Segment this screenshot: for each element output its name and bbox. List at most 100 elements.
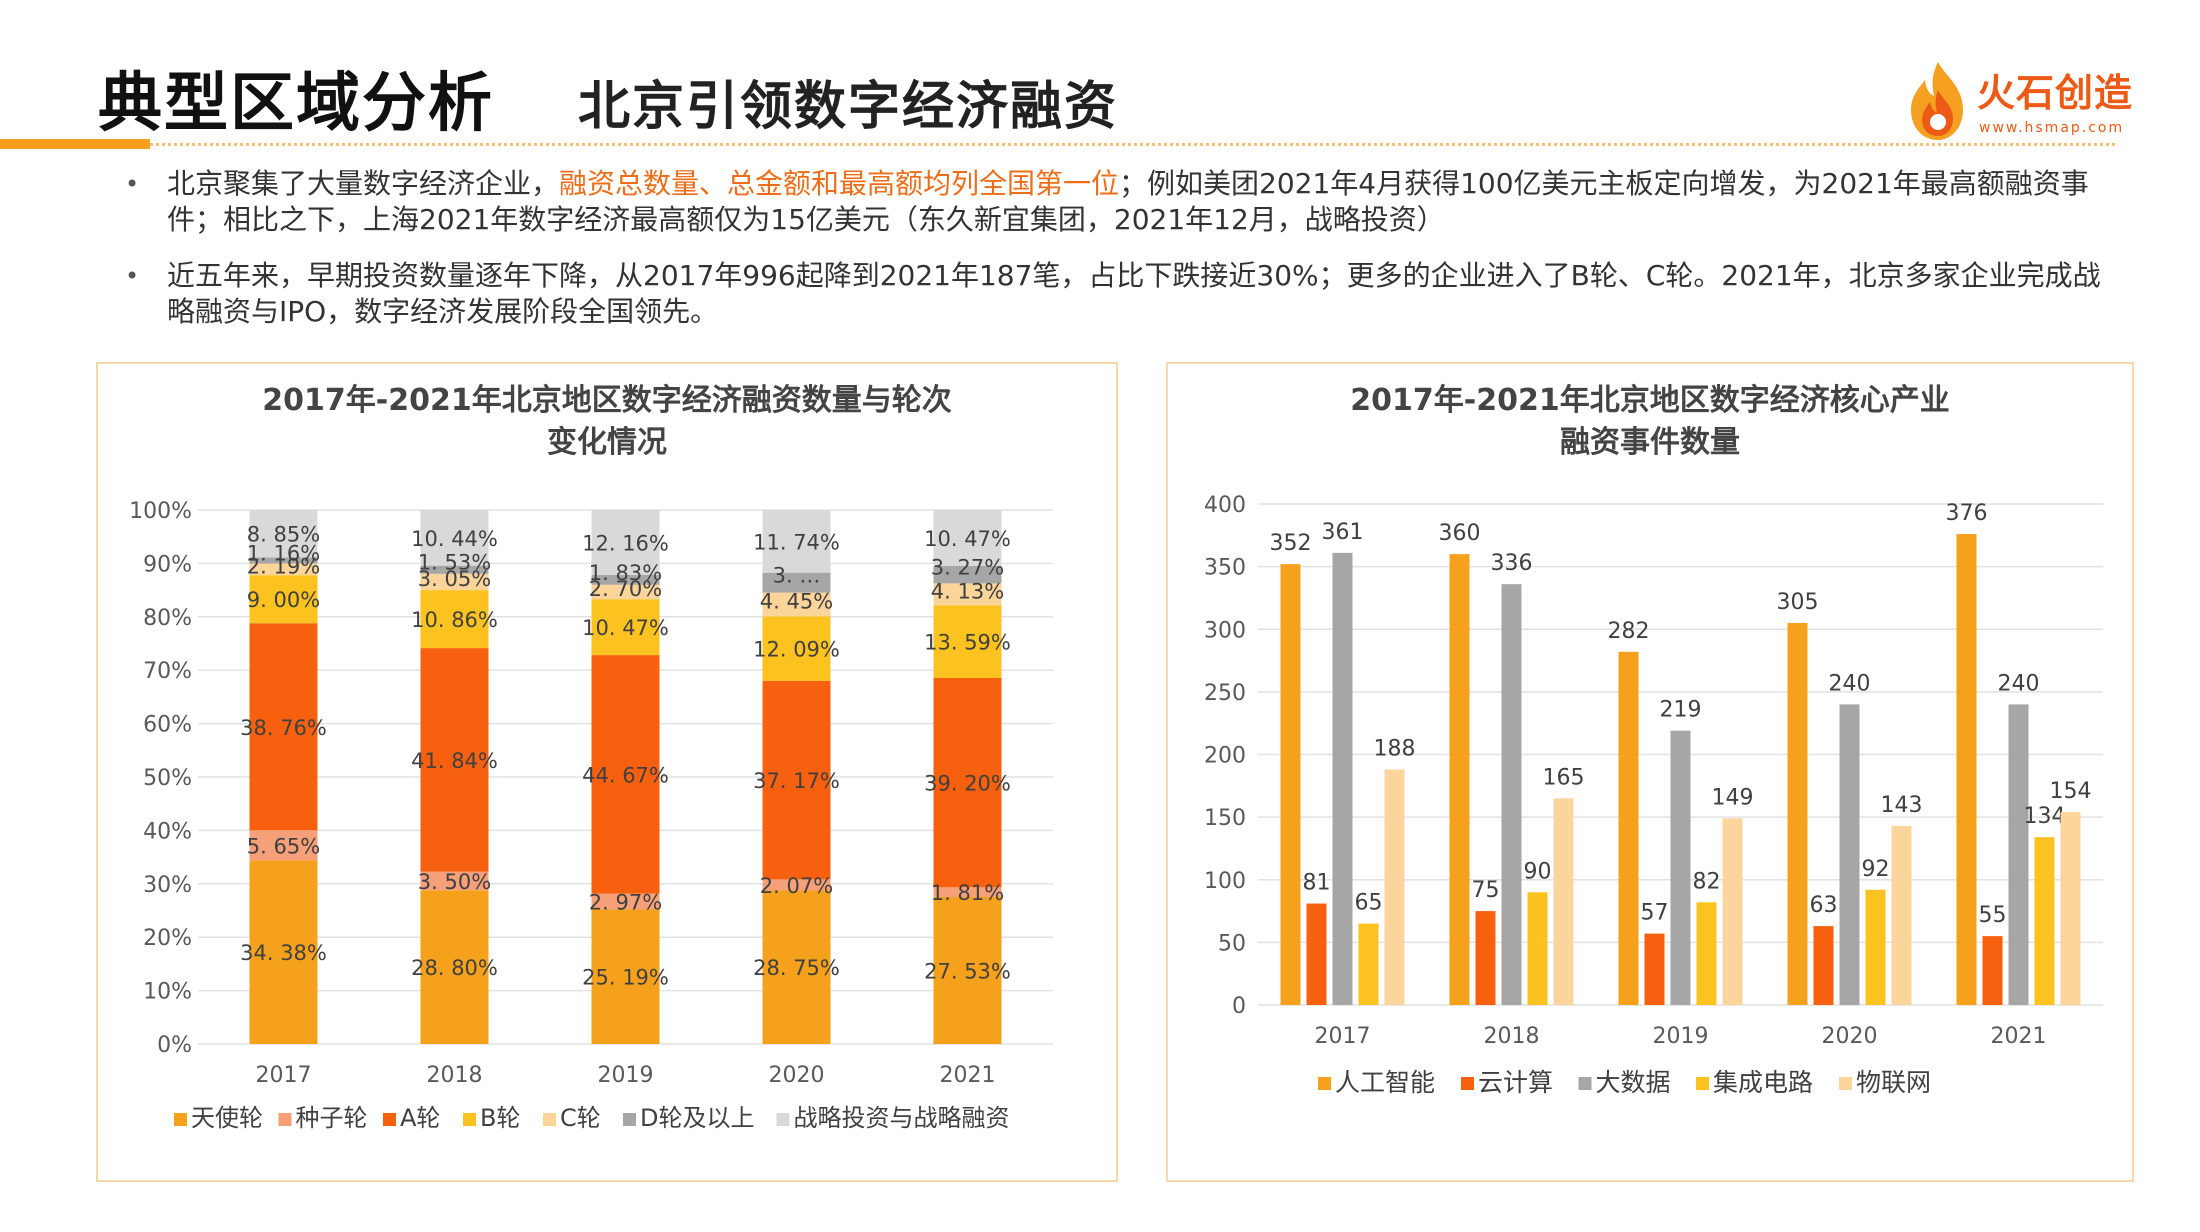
data-label: 25. 19% xyxy=(582,966,669,990)
data-label: 27. 53% xyxy=(924,959,1011,983)
legend: 人工智能 云计算 大数据 集成电路 物联网 xyxy=(1318,1068,1931,1097)
y-tick-label: 50% xyxy=(143,766,192,791)
data-label: 81 xyxy=(1303,871,1331,896)
bar-segment xyxy=(591,909,660,1044)
bar-segment xyxy=(420,648,489,872)
data-label: 154 xyxy=(2050,779,2092,804)
bar xyxy=(1280,564,1301,1005)
data-label: 134 xyxy=(2024,804,2066,829)
chart-title-line-2: 变化情况 xyxy=(547,425,667,460)
y-tick-label: 30% xyxy=(143,873,192,898)
y-tick-label: 50 xyxy=(1218,931,1246,956)
data-label: 240 xyxy=(1998,671,2040,696)
bar xyxy=(1813,926,1834,1005)
bullet-2-text: 近五年来，早期投资数量逐年下降，从2017年996起降到2021年187笔，占比… xyxy=(167,259,2101,328)
data-label: 1. 16% xyxy=(247,541,320,565)
data-label: 38. 76% xyxy=(240,716,327,740)
bar-segment xyxy=(591,584,660,600)
legend-label: 云计算 xyxy=(1478,1068,1553,1097)
data-label: 361 xyxy=(1322,520,1364,545)
data-label: 55 xyxy=(1979,903,2007,928)
y-tick-label: 80% xyxy=(143,606,192,631)
data-label: 3. 27% xyxy=(931,556,1004,580)
bar-segment xyxy=(420,509,489,566)
data-label: 240 xyxy=(1829,671,1871,696)
data-label: 219 xyxy=(1660,698,1702,723)
data-label: 12. 09% xyxy=(753,638,840,662)
bar xyxy=(1332,552,1353,1005)
bar xyxy=(1618,651,1639,1005)
bar-segment xyxy=(933,896,1002,1044)
legend-swatch xyxy=(1578,1077,1592,1090)
bar-segment xyxy=(762,572,831,593)
bar-segment xyxy=(762,509,831,573)
data-label: 10. 86% xyxy=(411,608,498,632)
legend-label: 集成电路 xyxy=(1713,1068,1813,1097)
data-label: 3. 50% xyxy=(418,870,491,894)
legend-swatch xyxy=(1839,1077,1852,1090)
bar xyxy=(2008,704,2029,1005)
bullet-1-highlight: 融资总数量、总金额和最高额均列全国第一位 xyxy=(559,167,1120,200)
legend: 天使轮 种子轮 A轮 B轮 C轮 D轮及以上 战略投资与战略融资 xyxy=(174,1104,1010,1132)
chart-title-line-2: 融资事件数量 xyxy=(1560,425,1740,460)
data-label: 75 xyxy=(1472,878,1500,903)
y-tick-label: 300 xyxy=(1204,618,1246,643)
data-label: 5. 65% xyxy=(247,834,320,858)
data-label: 3. … xyxy=(773,564,821,588)
bar-segment xyxy=(762,592,831,617)
legend-swatch xyxy=(543,1113,556,1126)
data-label: 41. 84% xyxy=(411,749,498,773)
x-tick-label: 2021 xyxy=(1991,1024,2047,1049)
bar-segment xyxy=(762,879,831,891)
data-label: 165 xyxy=(1543,765,1585,790)
y-tick-label: 10% xyxy=(143,980,192,1005)
bar xyxy=(1865,889,1886,1005)
data-label: 44. 67% xyxy=(582,763,669,787)
chart-title: 2017年-2021年北京地区数字经济融资数量与轮次 变化情况 xyxy=(98,380,1116,464)
legend-label: 物联网 xyxy=(1856,1068,1931,1097)
bar xyxy=(1358,923,1379,1005)
data-label: 90 xyxy=(1524,859,1552,884)
x-tick-label: 2021 xyxy=(940,1063,996,1088)
data-label: 2. 19% xyxy=(247,554,320,578)
data-label: 11. 74% xyxy=(753,530,840,554)
data-label: 10. 47% xyxy=(582,616,669,640)
legend-label: 人工智能 xyxy=(1335,1068,1435,1097)
x-tick-label: 2019 xyxy=(1653,1024,1709,1049)
x-tick-label: 2017 xyxy=(256,1063,312,1088)
bullet-1-text-rest: ；例如美团2021年4月获得100亿美元主板定向增发，为2021年最高额融资事件… xyxy=(167,167,2089,236)
x-tick-label: 2017 xyxy=(1315,1024,1371,1049)
bullet-dot: • xyxy=(125,170,140,198)
data-label: 4. 45% xyxy=(760,589,833,613)
data-label: 10. 47% xyxy=(924,527,1011,551)
data-label: 10. 44% xyxy=(411,527,498,551)
bar-segment xyxy=(762,680,831,880)
data-label: 82 xyxy=(1693,869,1721,894)
bar xyxy=(1670,730,1691,1005)
y-tick-label: 100% xyxy=(129,499,192,524)
legend-label: C轮 xyxy=(560,1104,601,1132)
bar-segment xyxy=(933,677,1002,888)
data-label: 28. 75% xyxy=(753,956,840,980)
bar-segment xyxy=(420,890,489,1044)
data-label: 4. 13% xyxy=(931,579,1004,603)
bar-segment xyxy=(591,510,660,575)
bullet-1-text: 北京聚集了大量数字经济企业， xyxy=(167,167,560,200)
legend-swatch xyxy=(623,1113,636,1126)
legend-label: A轮 xyxy=(400,1104,440,1132)
x-tick-label: 2018 xyxy=(1484,1024,1540,1049)
data-label: 143 xyxy=(1881,793,1923,818)
clustered-bar-chart: 0 50 100 150 200 250 300 350 400 352 81 361 65 188 201… xyxy=(1204,493,2103,1097)
logo-url: www.hsmap.com xyxy=(1979,120,2125,136)
bar-segment xyxy=(249,623,318,831)
legend-swatch xyxy=(1461,1077,1474,1090)
bar xyxy=(1696,902,1717,1005)
data-label: 37. 17% xyxy=(753,769,840,793)
bar-segment xyxy=(591,574,660,585)
bullet-2: • 近五年来，早期投资数量逐年下降，从2017年996起降到2021年187笔，… xyxy=(125,258,2115,332)
logo-name: 火石创造 xyxy=(1977,71,2134,115)
bar-segment xyxy=(249,557,318,564)
bar-segment xyxy=(420,565,489,574)
bar xyxy=(1306,903,1327,1005)
bar xyxy=(1956,534,1977,1005)
